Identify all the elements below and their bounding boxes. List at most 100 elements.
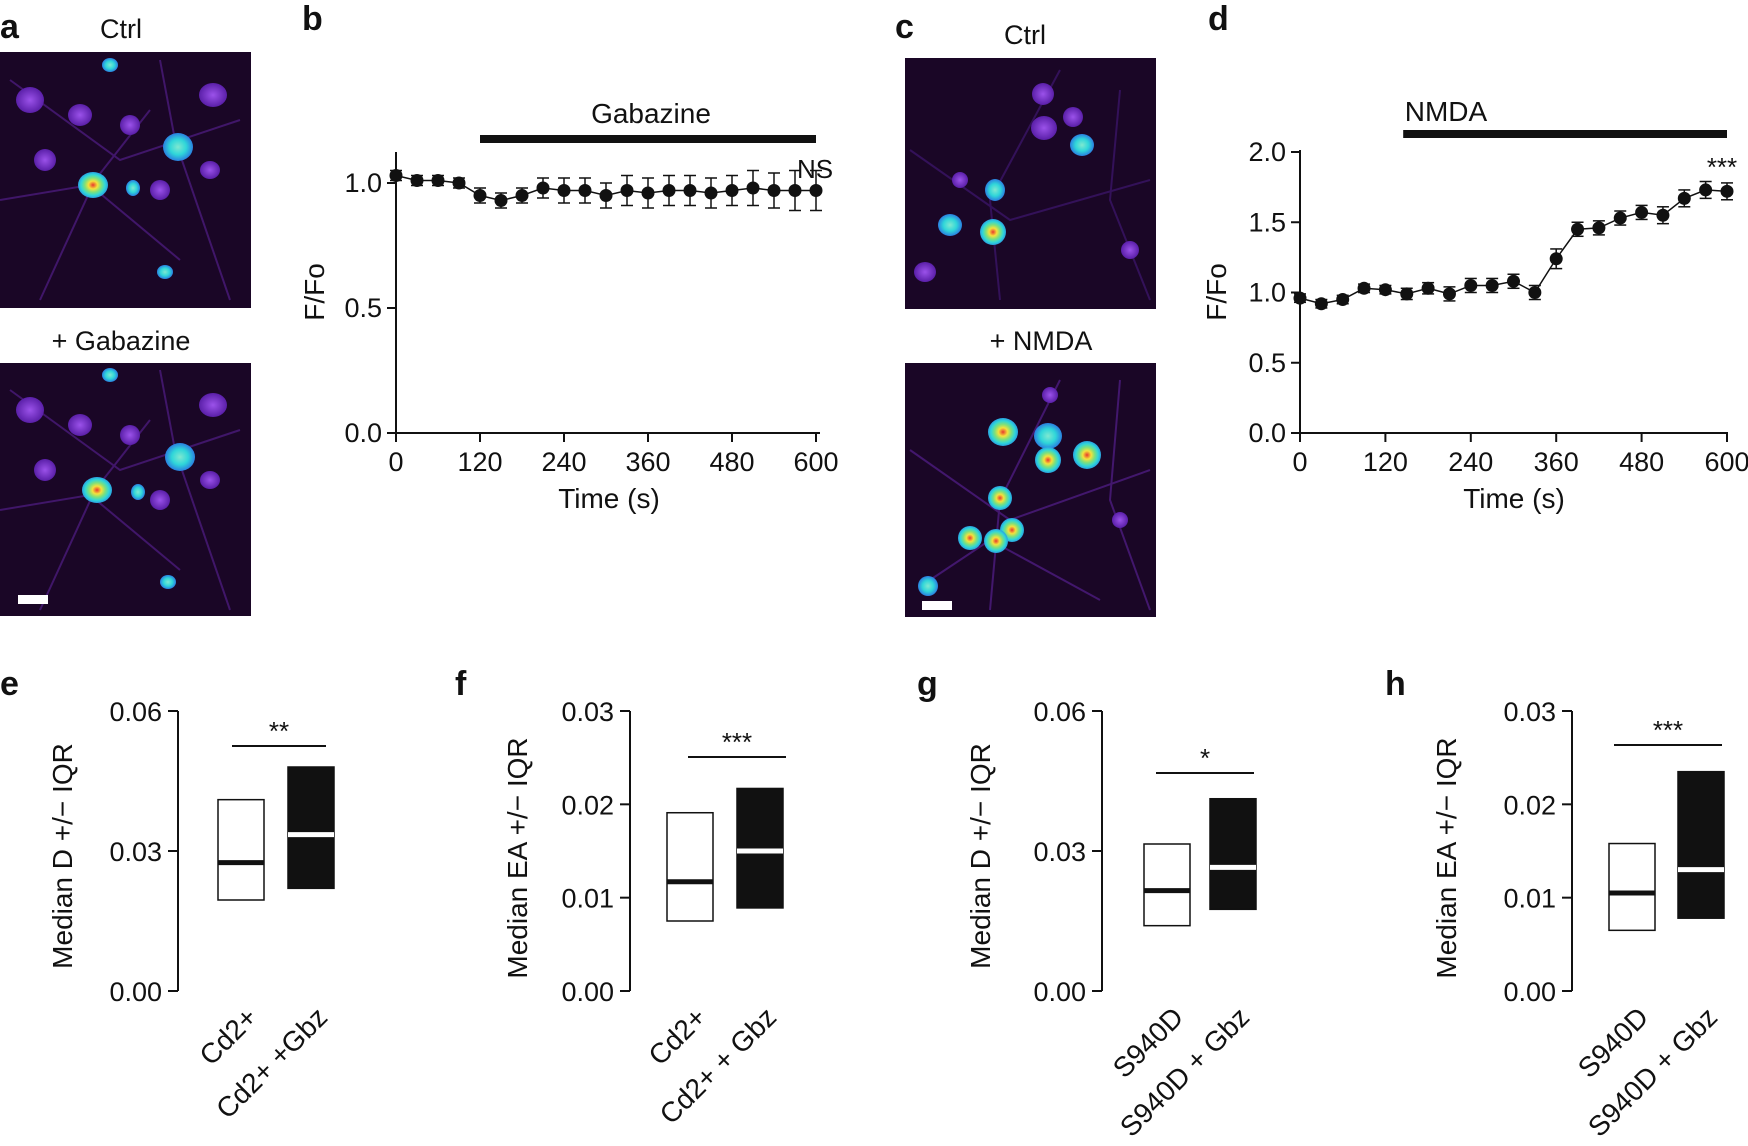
y-tick-label-b: 1.0 — [344, 168, 382, 198]
treatment-label-b: Gabazine — [591, 98, 711, 129]
chart-b: b Gabazine NS 0.0 0.5 1.0 0 120 240 360 480 600… — [299, 0, 839, 514]
panel-letter-d: d — [1208, 0, 1229, 38]
image-label-ctrl-c: Ctrl — [1004, 20, 1046, 50]
data-point-d — [1699, 183, 1713, 197]
micrograph-a-ctrl — [0, 52, 251, 308]
y-axis-label-d: F/Fo — [1201, 263, 1232, 321]
y-axis-label-h: Median EA +/− IQR — [1431, 737, 1462, 978]
y-axis-label-b: F/Fo — [299, 263, 330, 321]
x-tick-label-b: 120 — [457, 447, 502, 477]
y-tick-label-h: 0.00 — [1503, 977, 1556, 1007]
chart-g: g Median D +/− IQR 0.000.030.06S940DS940… — [917, 665, 1257, 1143]
y-axis-label-g: Median D +/− IQR — [965, 743, 996, 969]
data-point-b — [536, 181, 550, 195]
x-tick-label-d: 0 — [1292, 447, 1307, 477]
panel-letter-h: h — [1385, 665, 1406, 703]
data-point-b — [683, 184, 697, 197]
data-point-d — [1677, 191, 1691, 205]
data-point-d — [1400, 287, 1414, 301]
x-axis-label-b: Time (s) — [558, 483, 660, 514]
data-point-d — [1442, 287, 1456, 301]
micrograph-c-ctrl — [905, 58, 1156, 309]
y-tick-label-e: 0.00 — [109, 977, 162, 1007]
chart-f: f Median EA +/− IQR 0.000.010.020.03Cd2+… — [455, 665, 786, 1130]
y-ticks-b: 0.0 0.5 1.0 — [344, 168, 396, 448]
y-tick-label-h: 0.03 — [1503, 697, 1556, 727]
panel-letter-a: a — [0, 8, 20, 46]
data-point-b — [809, 184, 823, 197]
scale-bar-c — [922, 601, 952, 610]
data-point-d — [1507, 274, 1520, 288]
significance-e: ** — [269, 716, 289, 746]
x-tick-label-b: 600 — [793, 447, 838, 477]
data-point-d — [1464, 278, 1478, 292]
data-point-b — [662, 184, 676, 197]
image-label-treated-a: + Gabazine — [52, 326, 191, 356]
y-tick-label-g: 0.06 — [1033, 697, 1086, 727]
data-point-d — [1485, 278, 1499, 292]
y-tick-label-b: 0.5 — [344, 293, 382, 323]
y-axis-label-e: Median D +/− IQR — [47, 743, 78, 969]
data-point-d — [1656, 208, 1670, 222]
data-point-b — [515, 189, 529, 202]
data-point-d — [1613, 211, 1627, 225]
y-axis-label-f: Median EA +/− IQR — [502, 737, 533, 978]
data-point-d — [1549, 252, 1563, 266]
y-tick-label-d: 0.0 — [1248, 418, 1286, 448]
data-point-b — [557, 184, 571, 197]
box-g-2 — [1209, 797, 1257, 911]
data-point-d — [1571, 222, 1585, 236]
significance-b: NS — [797, 154, 833, 184]
y-tick-label-d: 1.0 — [1248, 278, 1286, 308]
data-points-b — [389, 169, 823, 212]
y-tick-label-b: 0.0 — [344, 418, 382, 448]
image-label-ctrl-a: Ctrl — [100, 14, 142, 44]
micrograph-a-gabazine — [0, 363, 251, 616]
data-point-d — [1635, 205, 1649, 219]
data-point-d — [1592, 221, 1606, 235]
y-tick-label-f: 0.00 — [561, 977, 614, 1007]
y-tick-label-e: 0.06 — [109, 697, 162, 727]
y-tick-label-h: 0.01 — [1503, 884, 1556, 914]
scale-bar-a — [18, 595, 48, 604]
data-point-b — [473, 189, 487, 202]
y-ticks-d: 0.0 0.5 1.0 1.5 2.0 — [1248, 137, 1300, 448]
y-tick-label-e: 0.03 — [109, 837, 162, 867]
x-tick-label-d: 240 — [1448, 447, 1493, 477]
data-point-d — [1357, 281, 1371, 295]
data-points-d — [1293, 180, 1734, 311]
significance-f: *** — [722, 727, 752, 757]
x-tick-label-b: 0 — [388, 447, 403, 477]
x-tick-label-d: 360 — [1534, 447, 1579, 477]
chart-d: d NMDA *** 0.0 0.5 1.0 1.5 2.0 0 120 240 360 480… — [1201, 0, 1748, 514]
data-point-b — [788, 184, 802, 197]
y-tick-label-g: 0.00 — [1033, 977, 1086, 1007]
box-e-1 — [217, 798, 265, 901]
y-tick-label-h: 0.02 — [1503, 790, 1556, 820]
panel-letter-e: e — [0, 665, 19, 703]
x-ticks-b: 0 120 240 360 480 600 — [388, 433, 839, 477]
data-point-b — [494, 194, 508, 207]
significance-g: * — [1200, 743, 1210, 773]
data-point-d — [1336, 293, 1350, 307]
data-point-d — [1378, 283, 1392, 297]
box-e-2 — [287, 766, 335, 890]
micrograph-c-nmda — [905, 363, 1156, 617]
x-tick-label-b: 240 — [541, 447, 586, 477]
significance-d: *** — [1707, 152, 1737, 182]
y-tick-label-g: 0.03 — [1033, 837, 1086, 867]
x-tick-label-b: 360 — [625, 447, 670, 477]
x-tick-label-d: 120 — [1363, 447, 1408, 477]
chart-h: h Median EA +/− IQR 0.000.010.020.03S940… — [1385, 665, 1725, 1143]
chart-e: e Median D +/− IQR 0.000.030.06Cd2+Cd2+ … — [0, 665, 335, 1125]
x-ticks-d: 0 120 240 360 480 600 — [1292, 433, 1748, 477]
data-point-b — [704, 186, 718, 200]
data-point-d — [1314, 297, 1328, 311]
y-tick-label-d: 0.5 — [1248, 348, 1286, 378]
data-point-b — [725, 184, 739, 197]
x-axis-label-d: Time (s) — [1463, 483, 1565, 514]
y-tick-label-f: 0.02 — [561, 790, 614, 820]
data-point-d — [1293, 291, 1307, 305]
panel-letter-g: g — [917, 665, 938, 703]
